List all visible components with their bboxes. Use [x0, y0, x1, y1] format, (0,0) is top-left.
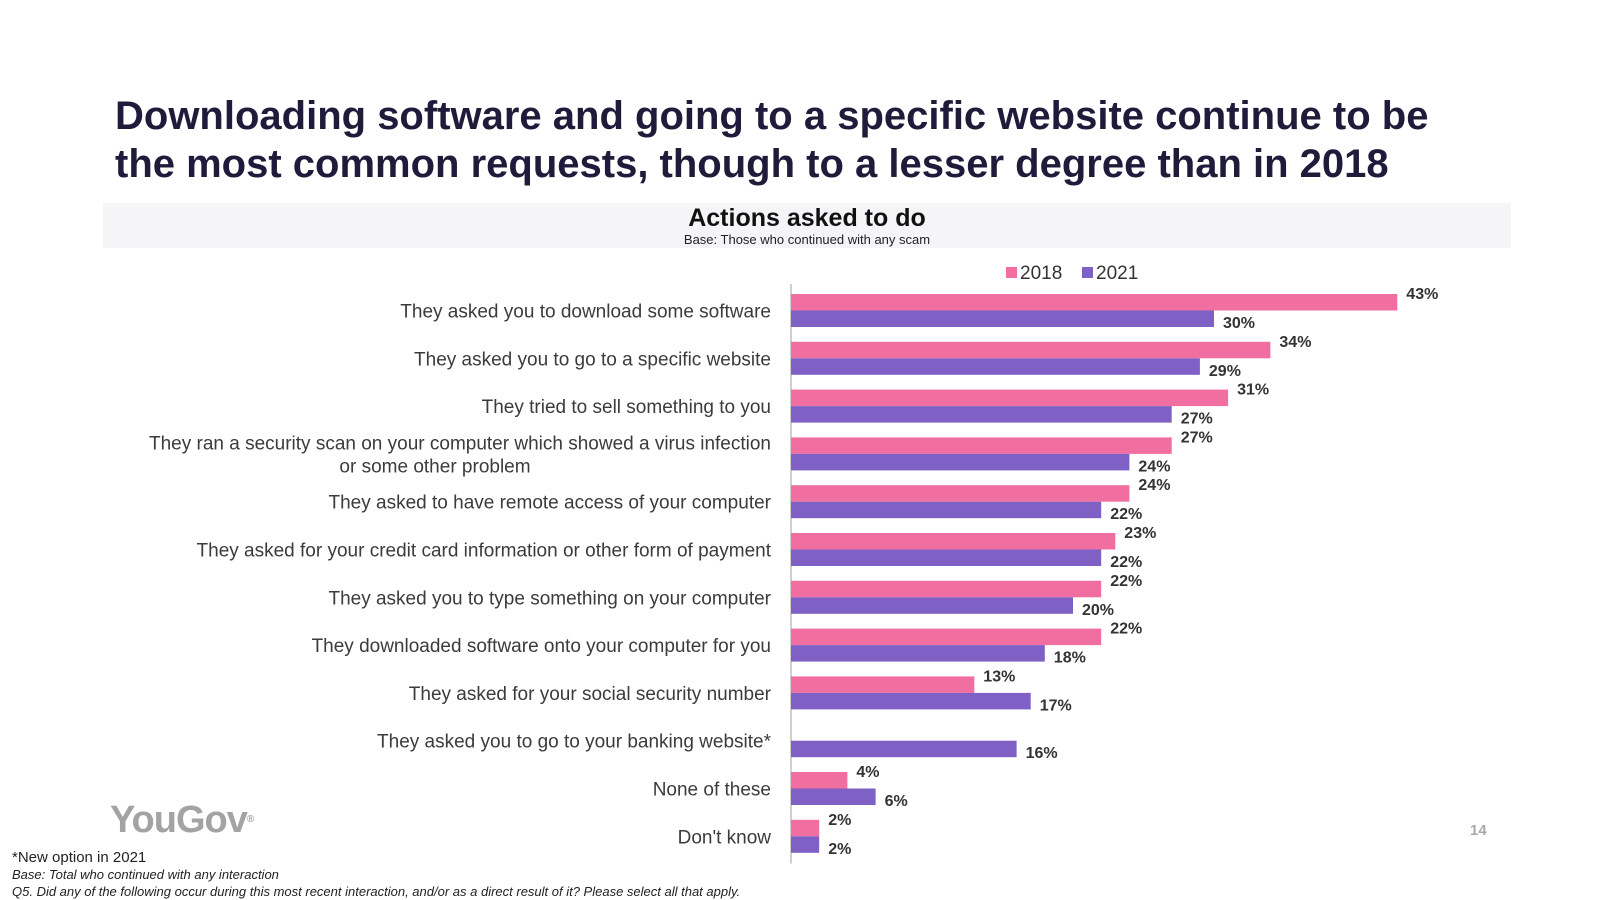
data-label-2018: 23%	[1124, 525, 1156, 542]
page-number: 14	[1470, 822, 1487, 839]
logo-registered-mark: ®	[246, 814, 255, 825]
bar-2021	[791, 358, 1200, 375]
bar-2021	[791, 740, 1017, 758]
bar-2018	[791, 628, 1102, 646]
bar-2018	[791, 437, 1172, 454]
chart-title: Actions asked to do	[688, 204, 926, 232]
legend-swatch-2021	[1082, 267, 1093, 278]
chart-base-note: Base: Those who continued with any scam	[683, 232, 931, 247]
bar-2018	[791, 819, 820, 837]
bar-2021	[791, 597, 1073, 614]
bar-2021	[791, 692, 1031, 710]
bar-2018	[791, 485, 1130, 502]
data-label-2018: 13%	[983, 668, 1015, 685]
data-label-2018: 34%	[1279, 334, 1311, 351]
bar-2021	[791, 788, 876, 805]
category-label: Don't know	[678, 827, 772, 848]
footnote-base: Base: Total who continued with any inter…	[12, 867, 279, 882]
chart-header: Actions asked to do Base: Those who cont…	[103, 203, 1511, 248]
data-label-2021: 29%	[1209, 363, 1241, 380]
data-label-2018: 31%	[1237, 382, 1269, 399]
bar-2018	[791, 580, 1102, 598]
category-label: They asked you to go to a specific websi…	[414, 349, 771, 370]
bar-2018	[791, 533, 1116, 550]
category-label: They tried to sell something to you	[482, 397, 771, 418]
category-label: They asked you to type something on your…	[328, 588, 771, 609]
bar-2021	[791, 501, 1102, 519]
bar-2021	[791, 406, 1172, 423]
data-label-2018: 2%	[828, 812, 851, 829]
category-label: They ran a security scan on your compute…	[149, 433, 771, 454]
bar-2018	[791, 772, 848, 789]
data-label-2021: 27%	[1181, 411, 1213, 428]
data-label-2018: 27%	[1181, 429, 1213, 446]
legend-label-2018: 2018	[1020, 263, 1062, 284]
bar-2021	[791, 310, 1214, 327]
yougov-logo: YouGov®	[110, 800, 254, 840]
data-label-2021: 16%	[1026, 745, 1058, 762]
bar-2018	[791, 389, 1229, 407]
data-label-2021: 17%	[1040, 697, 1072, 714]
bar-2021	[791, 645, 1045, 662]
legend-swatch-2018	[1006, 267, 1017, 278]
data-label-2021: 22%	[1110, 506, 1142, 523]
category-label: They asked to have remote access of your…	[329, 493, 772, 514]
data-label-2018: 43%	[1406, 286, 1438, 303]
slide-headline: Downloading software and going to a spec…	[115, 94, 1429, 186]
logo-text: YouGov	[110, 799, 248, 841]
data-label-2018: 22%	[1110, 621, 1142, 638]
data-label-2018: 22%	[1110, 573, 1142, 590]
data-label-2021: 24%	[1138, 458, 1170, 475]
bar-2021	[791, 453, 1130, 471]
category-label: They asked you to download some software	[400, 302, 771, 323]
footnote-new-option: *New option in 2021	[12, 849, 147, 866]
category-label: They asked you to go to your banking web…	[377, 732, 772, 753]
data-label-2021: 18%	[1054, 650, 1086, 667]
data-label-2018: 4%	[856, 764, 879, 781]
data-label-2021: 6%	[885, 793, 908, 810]
category-label: They asked for your credit card informat…	[197, 541, 772, 562]
data-label-2021: 22%	[1110, 554, 1142, 571]
category-label: They asked for your social security numb…	[409, 684, 772, 705]
bar-2021	[791, 836, 820, 853]
legend-label-2021: 2021	[1096, 263, 1138, 284]
footnote-question: Q5. Did any of the following occur durin…	[12, 884, 741, 899]
data-label-2021: 20%	[1082, 602, 1114, 619]
bar-2018	[791, 341, 1271, 359]
data-label-2018: 24%	[1138, 477, 1170, 494]
bar-2021	[791, 549, 1102, 566]
bar-2018	[791, 294, 1398, 311]
data-label-2021: 2%	[828, 841, 851, 858]
category-label: or some other problem	[339, 456, 530, 477]
data-label-2021: 30%	[1223, 315, 1255, 332]
bar-2018	[791, 676, 975, 693]
category-label: They downloaded software onto your compu…	[312, 636, 771, 657]
category-label: None of these	[653, 780, 771, 801]
